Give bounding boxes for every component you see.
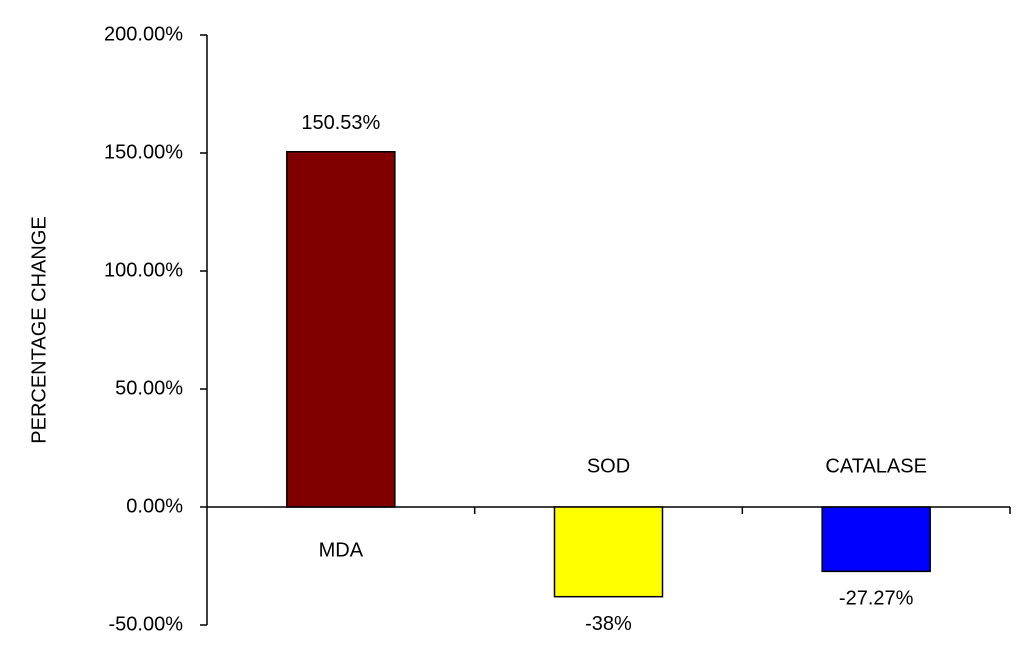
y-tick-label: -50.00%	[109, 613, 184, 635]
y-axis-label: PERCENTAGE CHANGE	[28, 216, 50, 443]
y-tick-label: 150.00%	[104, 141, 183, 163]
y-tick-label: 50.00%	[115, 377, 183, 399]
y-tick-label: 100.00%	[104, 259, 183, 281]
bar	[821, 506, 931, 573]
y-tick-label: 0.00%	[126, 495, 183, 517]
value-label: -27.27%	[839, 588, 914, 610]
x-tick-label: SOD	[587, 455, 630, 477]
x-tick-label: CATALASE	[825, 455, 927, 477]
bar	[553, 506, 664, 598]
value-label: -38%	[585, 613, 632, 635]
value-label: 150.53%	[301, 112, 380, 134]
bar	[286, 150, 396, 508]
x-tick-label: MDA	[319, 539, 364, 561]
y-tick-label: 200.00%	[104, 23, 183, 45]
